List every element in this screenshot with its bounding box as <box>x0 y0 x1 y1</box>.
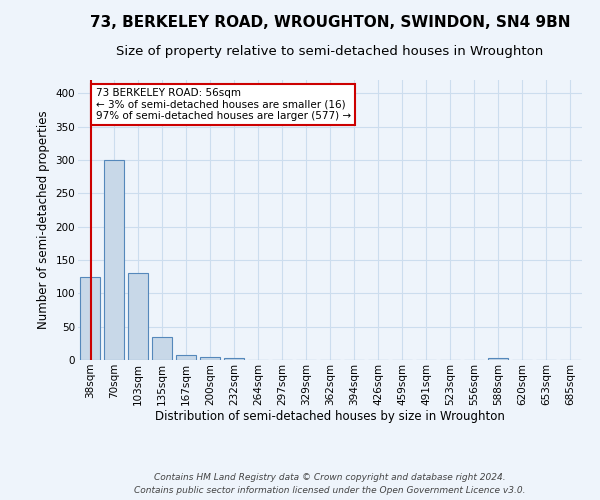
Text: Size of property relative to semi-detached houses in Wroughton: Size of property relative to semi-detach… <box>116 45 544 58</box>
Text: 73 BERKELEY ROAD: 56sqm
← 3% of semi-detached houses are smaller (16)
97% of sem: 73 BERKELEY ROAD: 56sqm ← 3% of semi-det… <box>95 88 350 121</box>
Text: 73, BERKELEY ROAD, WROUGHTON, SWINDON, SN4 9BN: 73, BERKELEY ROAD, WROUGHTON, SWINDON, S… <box>90 15 570 30</box>
Bar <box>152 336 172 360</box>
Bar <box>104 160 124 360</box>
Y-axis label: Number of semi-detached properties: Number of semi-detached properties <box>37 110 50 330</box>
Bar <box>488 358 508 360</box>
Bar <box>80 276 100 360</box>
Bar <box>224 358 244 360</box>
Bar <box>200 356 220 360</box>
Bar <box>176 354 196 360</box>
Bar <box>128 274 148 360</box>
X-axis label: Distribution of semi-detached houses by size in Wroughton: Distribution of semi-detached houses by … <box>155 410 505 424</box>
Text: Contains HM Land Registry data © Crown copyright and database right 2024.
Contai: Contains HM Land Registry data © Crown c… <box>134 474 526 495</box>
